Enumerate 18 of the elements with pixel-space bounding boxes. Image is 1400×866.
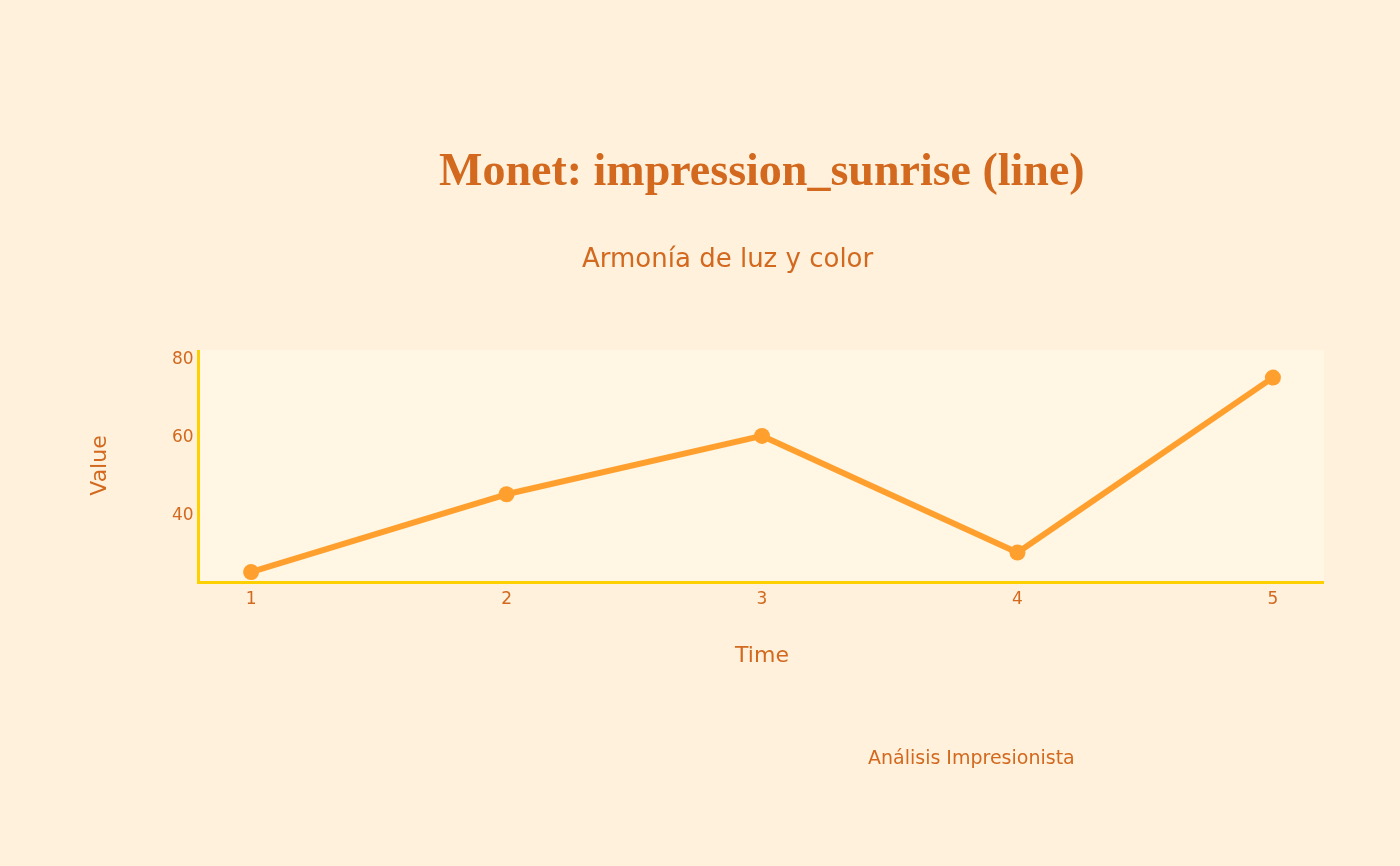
x-tick-label: 4 (1012, 588, 1023, 609)
x-axis-title: Time (734, 642, 789, 668)
chart-title: Monet: impression_sunrise (line) (439, 144, 1085, 195)
y-axis-title: Value (85, 435, 111, 496)
x-tick-label: 5 (1267, 588, 1279, 609)
point (754, 427, 770, 444)
x-tick-label: 3 (756, 588, 768, 609)
x-tick-label: 1 (245, 588, 257, 609)
point (498, 486, 515, 503)
x-tick-label: 2 (501, 588, 512, 609)
y-tick-label: 60 (171, 425, 194, 446)
chart-subtitle: Armonía de luz y color (582, 243, 874, 273)
point (1264, 369, 1281, 386)
point (1009, 544, 1026, 561)
text: Análisis Impresionista (868, 746, 1075, 768)
y-tick-label: 80 (171, 348, 194, 369)
y-tick-label: 40 (171, 503, 194, 524)
point (243, 564, 260, 581)
